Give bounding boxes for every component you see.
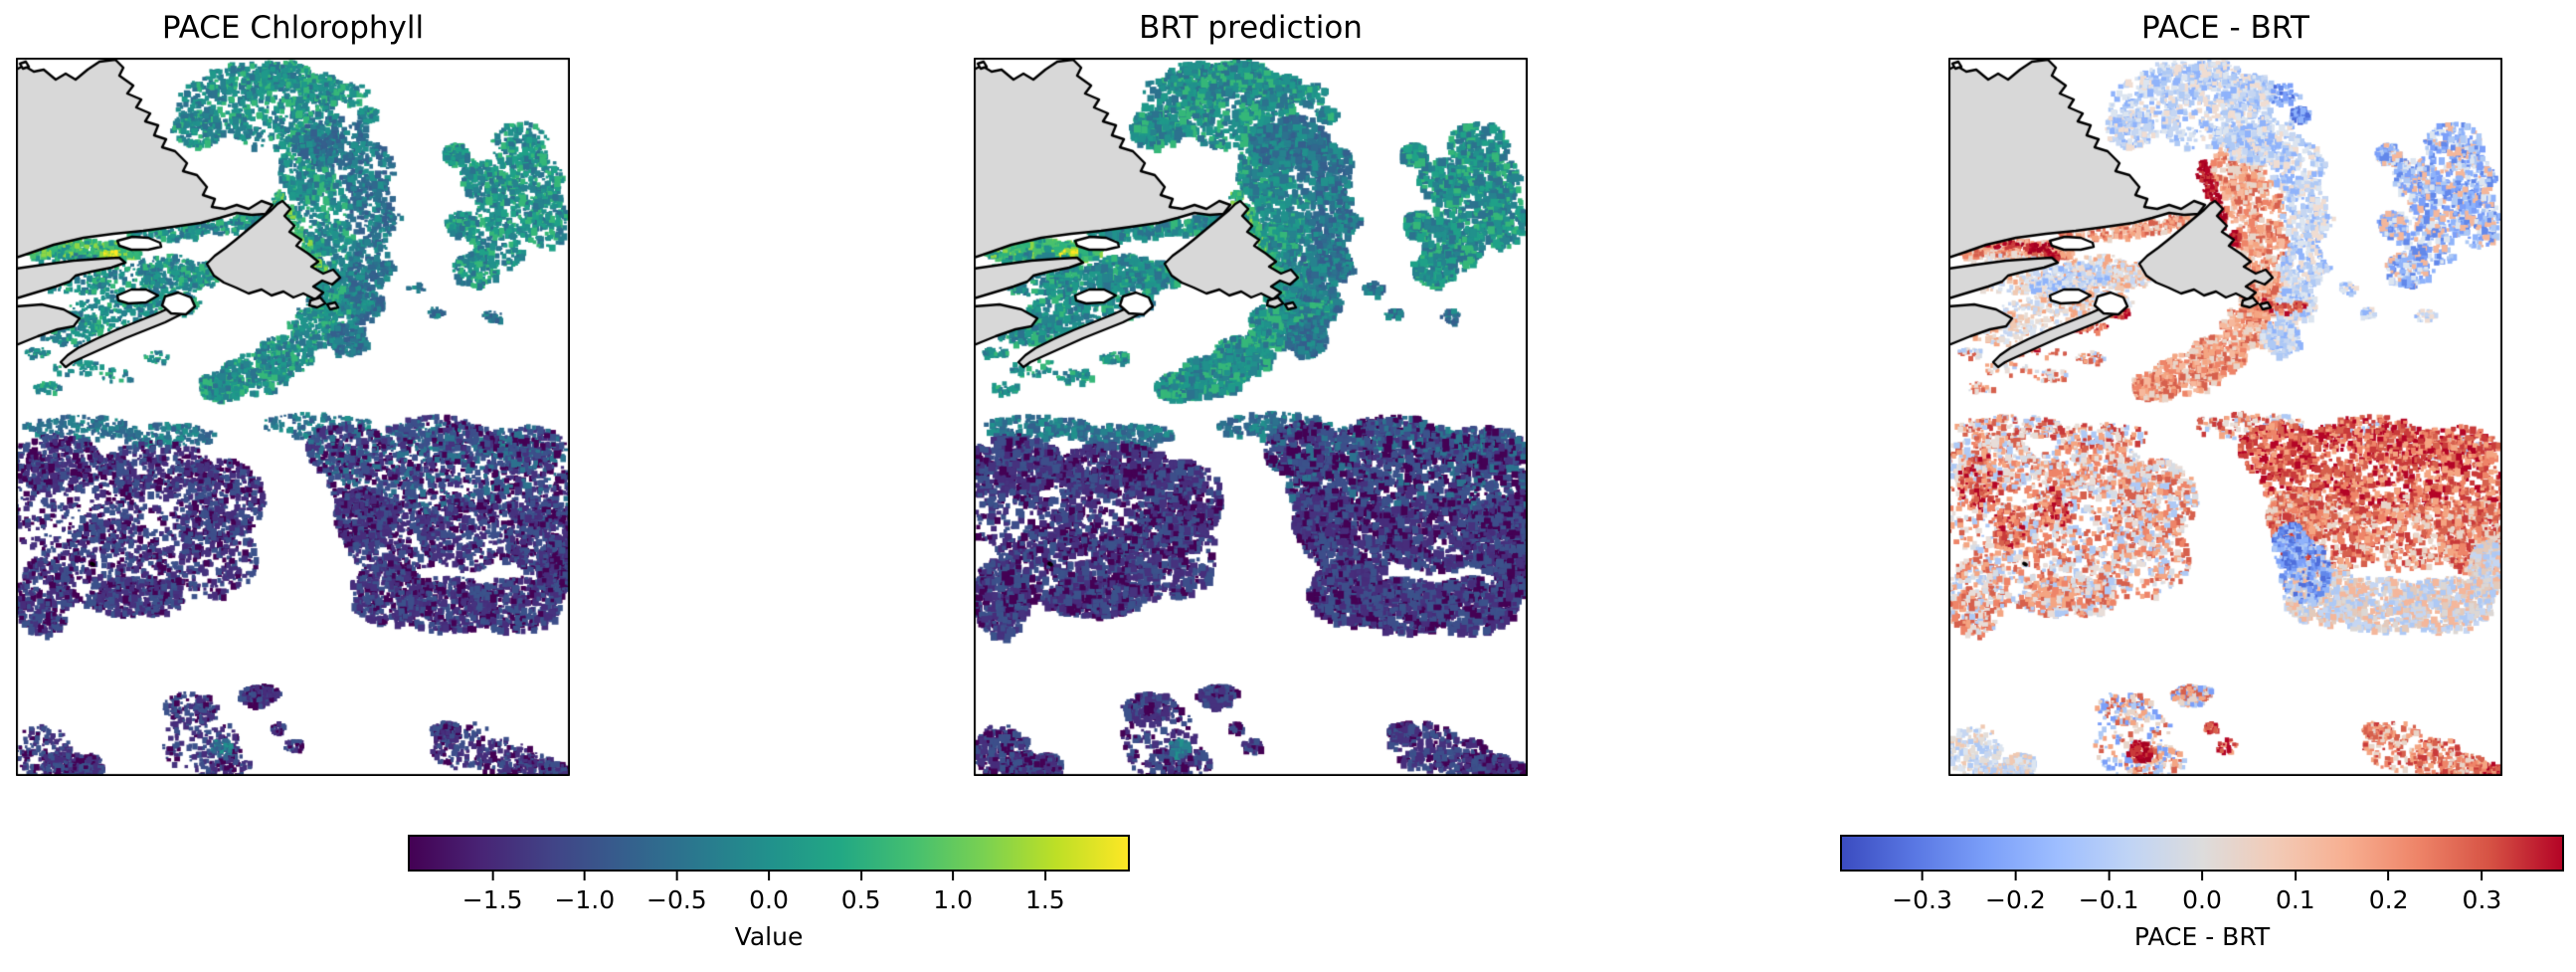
colorbar-difference: −0.3 −0.2 −0.1 0.0 0.1 0.2 0.3 PACE - BR… — [1840, 835, 2564, 951]
colorbar-tick: 1.0 — [933, 872, 973, 914]
map-canvas-pace-minus-brt — [1948, 58, 2502, 776]
tick-mark — [491, 872, 494, 880]
map-canvas-pace-chlorophyll — [16, 58, 570, 776]
colorbar-gradient-coolwarm — [1840, 835, 2564, 872]
tick-label: 0.0 — [749, 885, 789, 914]
tick-mark — [1043, 872, 1046, 880]
panel-title: BRT prediction — [1139, 10, 1363, 46]
colorbar-tick: −0.2 — [1985, 872, 2046, 914]
tick-label: −1.5 — [461, 885, 523, 914]
colorbar-axis-label: Value — [734, 922, 804, 951]
tick-label: −0.2 — [1985, 885, 2046, 914]
map-canvas-brt-prediction — [974, 58, 1528, 776]
colorbar-tick: 0.0 — [2182, 872, 2222, 914]
tick-label: 0.2 — [2368, 885, 2409, 914]
tick-label: −0.3 — [1892, 885, 1952, 914]
colorbar-tick: 0.1 — [2276, 872, 2315, 914]
tick-mark — [2481, 872, 2484, 880]
tick-label: −0.1 — [2078, 885, 2139, 914]
colorbar-tick: −0.5 — [646, 872, 707, 914]
tick-mark — [952, 872, 955, 880]
tick-label: 0.5 — [840, 885, 881, 914]
colorbar-tick: −0.1 — [2079, 872, 2139, 914]
colorbar-tick: 1.5 — [1025, 872, 1065, 914]
tick-label: 1.5 — [1024, 885, 1065, 914]
colorbar-tick: 0.2 — [2368, 872, 2409, 914]
panel-title: PACE Chlorophyll — [161, 10, 425, 46]
tick-mark — [675, 872, 678, 880]
map-panel-pace-chlorophyll: PACE Chlorophyll — [16, 10, 570, 776]
colorbar-tick: 0.0 — [749, 872, 789, 914]
panel-title: PACE - BRT — [2141, 10, 2309, 46]
colorbar-tick: −1.5 — [462, 872, 523, 914]
map-panel-pace-minus-brt: PACE - BRT — [1948, 10, 2502, 776]
colorbar-axis-label: PACE - BRT — [2133, 922, 2271, 951]
tick-mark — [1921, 872, 1924, 880]
tick-mark — [767, 872, 770, 880]
tick-label: 0.3 — [2462, 885, 2502, 914]
tick-label: −1.0 — [554, 885, 616, 914]
tick-mark — [2387, 872, 2390, 880]
colorbar-tick: 0.5 — [841, 872, 881, 914]
tick-label: 0.1 — [2275, 885, 2315, 914]
colorbar-value: −1.5 −1.0 −0.5 0.0 0.5 1.0 1.5 Value — [408, 835, 1130, 951]
tick-mark — [2294, 872, 2297, 880]
tick-mark — [583, 872, 586, 880]
tick-mark — [859, 872, 862, 880]
tick-mark — [2014, 872, 2017, 880]
map-panel-brt-prediction: BRT prediction — [974, 10, 1528, 776]
colorbar-tick: 0.3 — [2462, 872, 2502, 914]
tick-mark — [2108, 872, 2111, 880]
tick-label: 1.0 — [933, 885, 974, 914]
tick-mark — [2200, 872, 2203, 880]
colorbar-tick: −1.0 — [554, 872, 615, 914]
colorbar-tick: −0.3 — [1892, 872, 1952, 914]
tick-label: −0.5 — [646, 885, 707, 914]
tick-label: 0.0 — [2182, 885, 2222, 914]
colorbar-gradient-viridis — [408, 835, 1130, 872]
